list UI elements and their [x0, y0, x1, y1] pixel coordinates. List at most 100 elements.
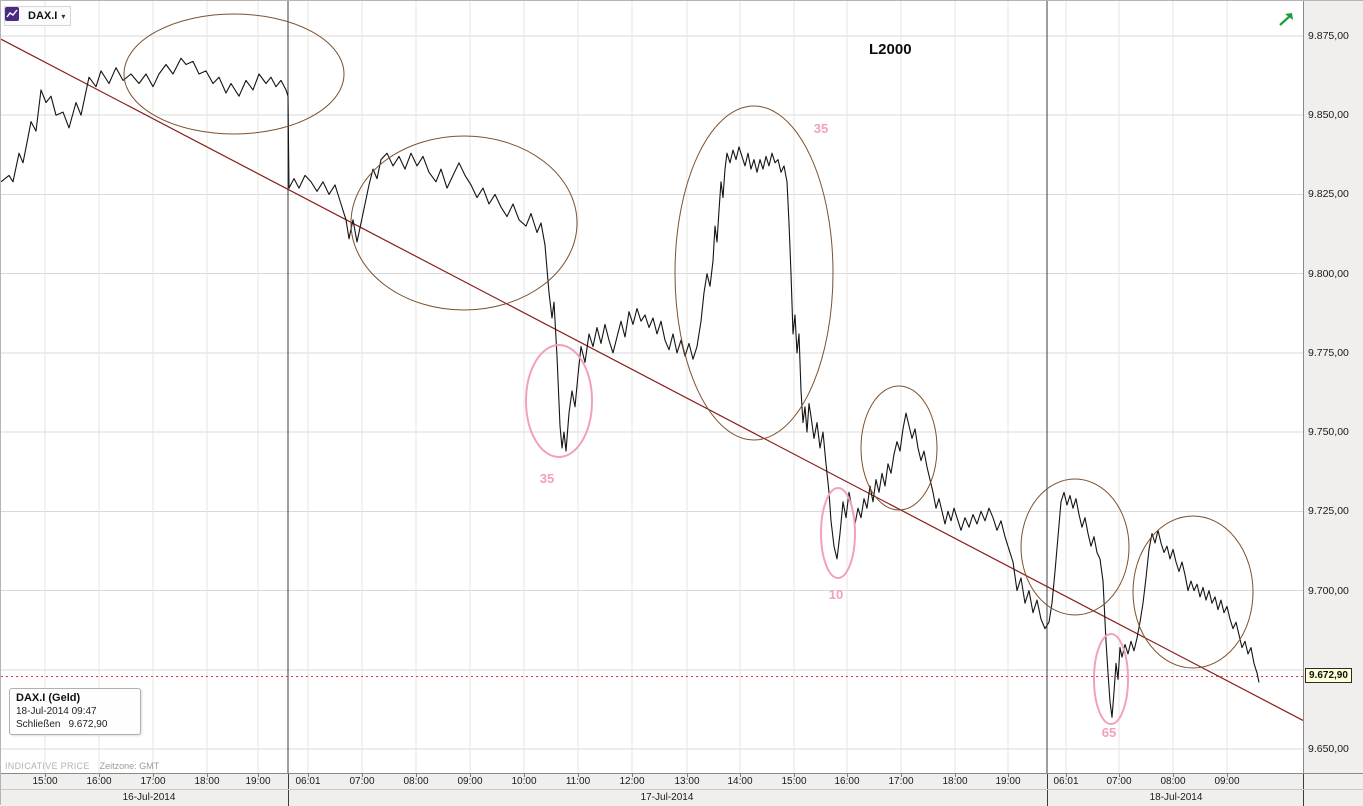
time-axis-label: 11:00 [565, 776, 591, 787]
time-tick-mark [153, 774, 154, 777]
price-axis-label: 9.725,00 [1308, 505, 1349, 518]
axis-day-separator [288, 774, 289, 789]
price-axis-label: 9.700,00 [1308, 584, 1349, 597]
time-tick-mark [687, 774, 688, 777]
time-axis-label: 19:00 [995, 776, 1021, 787]
time-tick-mark [794, 774, 795, 777]
date-axis-label: 18-Jul-2014 [1149, 792, 1203, 803]
tooltip-close-label: Schließen [16, 719, 61, 730]
time-tick-mark [524, 774, 525, 777]
indicative-price-note: INDICATIVE PRICE Zeitzone: GMT [5, 761, 159, 771]
pink-number-annotation: 35 [539, 471, 555, 486]
time-axis-label: 06:01 [295, 776, 321, 787]
time-axis-label: 15:00 [32, 776, 58, 787]
axis-day-separator [1303, 774, 1304, 789]
brown-ellipse-annotation [123, 13, 345, 135]
date-axis: 16-Jul-2014 17-Jul-2014 18-Jul-2014 [1, 789, 1363, 806]
time-tick-mark [1173, 774, 1174, 777]
time-axis-label: 19:00 [245, 776, 271, 787]
brown-ellipse-annotation [1132, 515, 1254, 669]
pink-number-annotation: 10 [828, 587, 844, 602]
time-axis-label: 17:00 [888, 776, 914, 787]
time-tick-mark [1227, 774, 1228, 777]
price-axis-label: 9.850,00 [1308, 109, 1349, 122]
time-tick-mark [258, 774, 259, 777]
price-axis-label: 9.800,00 [1308, 267, 1349, 280]
instrument-chart-icon [5, 7, 24, 23]
time-tick-mark [578, 774, 579, 777]
pink-number-annotation: 65 [1101, 725, 1117, 740]
time-axis-label: 08:00 [1160, 776, 1186, 787]
brown-ellipse-annotation [350, 135, 578, 311]
price-axis-label: 9.875,00 [1308, 30, 1349, 42]
tooltip-close-value: 9.672,90 [68, 719, 108, 730]
time-tick-mark [416, 774, 417, 777]
time-tick-mark [1008, 774, 1009, 777]
brown-ellipse-annotation [1020, 478, 1130, 616]
time-axis-label: 07:00 [349, 776, 375, 787]
time-axis-label: 17:00 [140, 776, 166, 787]
pink-ellipse-annotation [525, 344, 593, 458]
chart-canvas [1, 1, 1303, 773]
time-tick-mark [1119, 774, 1120, 777]
time-tick-mark [901, 774, 902, 777]
time-axis-label: 08:00 [403, 776, 429, 787]
price-axis[interactable]: 9.672,90 9.875,00 9.850,00 9.825,00 9.800,0… [1303, 1, 1363, 773]
time-axis-label: 18:00 [942, 776, 968, 787]
pink-ellipse-annotation [1093, 633, 1129, 725]
tooltip-title: DAX.I (Geld) [16, 692, 81, 704]
time-tick-mark [955, 774, 956, 777]
price-axis-label: 9.775,00 [1308, 346, 1349, 359]
time-tick-mark [847, 774, 848, 777]
time-tick-mark [207, 774, 208, 777]
time-tick-mark [470, 774, 471, 777]
price-axis-label: 9.825,00 [1308, 188, 1349, 201]
current-price-badge: 9.672,90 [1305, 668, 1352, 684]
time-tick-mark [45, 774, 46, 777]
tooltip-close-row: Schließen 9.672,90 [16, 718, 134, 731]
time-axis-label: 07:00 [1106, 776, 1132, 787]
time-tick-mark [1066, 774, 1067, 777]
brown-ellipse-annotation [674, 105, 834, 441]
brown-ellipse-annotation [860, 385, 938, 511]
time-axis[interactable]: 15:00 16:00 17:00 18:00 19:00 06:01 07:00 08:00… [1, 773, 1363, 789]
time-tick-mark [632, 774, 633, 777]
time-axis-label: 10:00 [511, 776, 537, 787]
time-axis-label: 16:00 [86, 776, 112, 787]
chart-plot-area[interactable]: DAX.I ▾ L2000 DAX.I (Geld) 18-Jul-2014 0… [1, 1, 1303, 773]
pink-ellipse-annotation [820, 487, 856, 579]
date-axis-label: 16-Jul-2014 [122, 792, 176, 803]
chevron-down-icon: ▾ [61, 11, 66, 21]
price-axis-label: 9.650,00 [1308, 743, 1349, 755]
time-tick-mark [362, 774, 363, 777]
time-axis-label: 15:00 [781, 776, 807, 787]
time-tick-mark [740, 774, 741, 777]
time-axis-label: 18:00 [194, 776, 220, 787]
instrument-selector[interactable]: DAX.I ▾ [4, 6, 72, 26]
time-axis-label: 16:00 [834, 776, 860, 787]
instrument-name: DAX.I [28, 10, 58, 22]
axis-day-separator [288, 790, 289, 806]
time-axis-label: 06:01 [1053, 776, 1079, 787]
price-axis-label: 9.750,00 [1308, 426, 1349, 439]
time-tick-mark [308, 774, 309, 777]
trend-up-arrow-icon[interactable] [1277, 11, 1295, 29]
date-axis-label: 17-Jul-2014 [640, 792, 694, 803]
indicative-price-text: INDICATIVE PRICE [5, 761, 90, 771]
price-series-line [1, 57, 1260, 718]
axis-day-separator [1047, 790, 1048, 806]
timezone-text: Zeitzone: GMT [99, 761, 160, 771]
time-axis-label: 09:00 [1214, 776, 1240, 787]
tooltip-datetime: 18-Jul-2014 09:47 [16, 706, 97, 717]
trend-line [1, 38, 1303, 722]
time-axis-label: 09:00 [457, 776, 483, 787]
time-tick-mark [99, 774, 100, 777]
time-axis-label: 12:00 [619, 776, 645, 787]
pink-number-annotation: 35 [813, 121, 829, 136]
axis-day-separator [1303, 790, 1304, 806]
price-tooltip: DAX.I (Geld) 18-Jul-2014 09:47 Schließen… [9, 688, 141, 735]
time-axis-label: 14:00 [727, 776, 753, 787]
axis-day-separator [1047, 774, 1048, 789]
time-axis-label: 13:00 [674, 776, 700, 787]
